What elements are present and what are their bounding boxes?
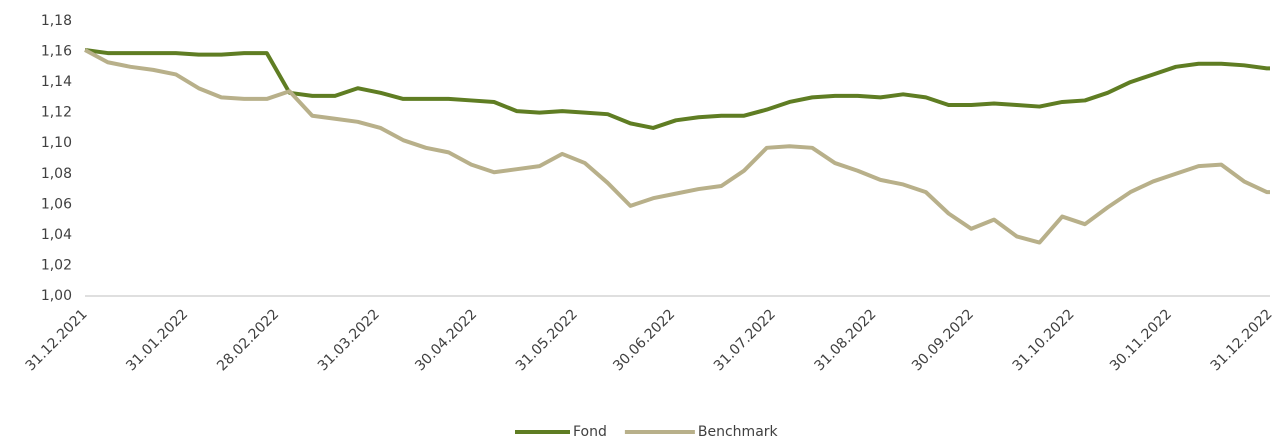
y-tick-label: 1,06 xyxy=(41,196,72,212)
x-tick-label: 30.09.2022 xyxy=(909,306,977,374)
series-line xyxy=(84,48,1270,130)
x-tick-label: 30.04.2022 xyxy=(412,306,480,374)
y-tick-label: 1,02 xyxy=(41,257,72,273)
y-tick-label: 1,10 xyxy=(41,135,72,151)
y-tick-label: 1,04 xyxy=(41,227,72,243)
legend-label: Benchmark xyxy=(698,424,779,438)
series-line xyxy=(84,48,1270,245)
x-tick-label: 31.07.2022 xyxy=(711,306,779,374)
y-tick-label: 1,00 xyxy=(41,288,72,304)
x-tick-label: 31.12.2021 xyxy=(23,306,91,374)
x-tick-label: 31.12.2022 xyxy=(1208,306,1276,374)
legend-label: Fond xyxy=(573,424,607,438)
x-tick-label: 28.02.2022 xyxy=(214,306,282,374)
x-tick-label: 30.11.2022 xyxy=(1107,306,1175,374)
y-tick-label: 1,12 xyxy=(41,105,72,121)
x-tick-label: 31.03.2022 xyxy=(315,306,383,374)
y-tick-label: 1,14 xyxy=(41,74,72,90)
x-tick-label: 31.10.2022 xyxy=(1010,306,1078,374)
y-tick-label: 1,16 xyxy=(41,44,72,60)
y-tick-label: 1,18 xyxy=(41,13,72,29)
y-tick-label: 1,08 xyxy=(41,166,72,182)
x-tick-label: 31.08.2022 xyxy=(812,306,880,374)
x-tick-label: 31.01.2022 xyxy=(123,306,191,374)
x-tick-label: 31.05.2022 xyxy=(513,306,581,374)
x-tick-label: 30.06.2022 xyxy=(610,306,678,374)
